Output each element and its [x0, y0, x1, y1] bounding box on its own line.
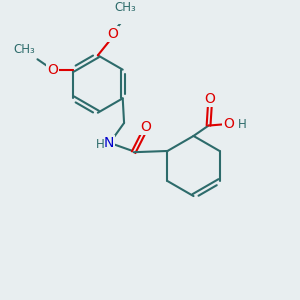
Text: H: H: [96, 138, 105, 151]
Text: O: O: [140, 120, 151, 134]
Text: O: O: [223, 117, 234, 131]
Text: CH₃: CH₃: [115, 1, 136, 14]
Text: O: O: [47, 63, 58, 77]
Text: O: O: [205, 92, 215, 106]
Text: H: H: [238, 118, 247, 131]
Text: N: N: [104, 136, 114, 150]
Text: CH₃: CH₃: [13, 43, 35, 56]
Text: O: O: [107, 27, 118, 41]
